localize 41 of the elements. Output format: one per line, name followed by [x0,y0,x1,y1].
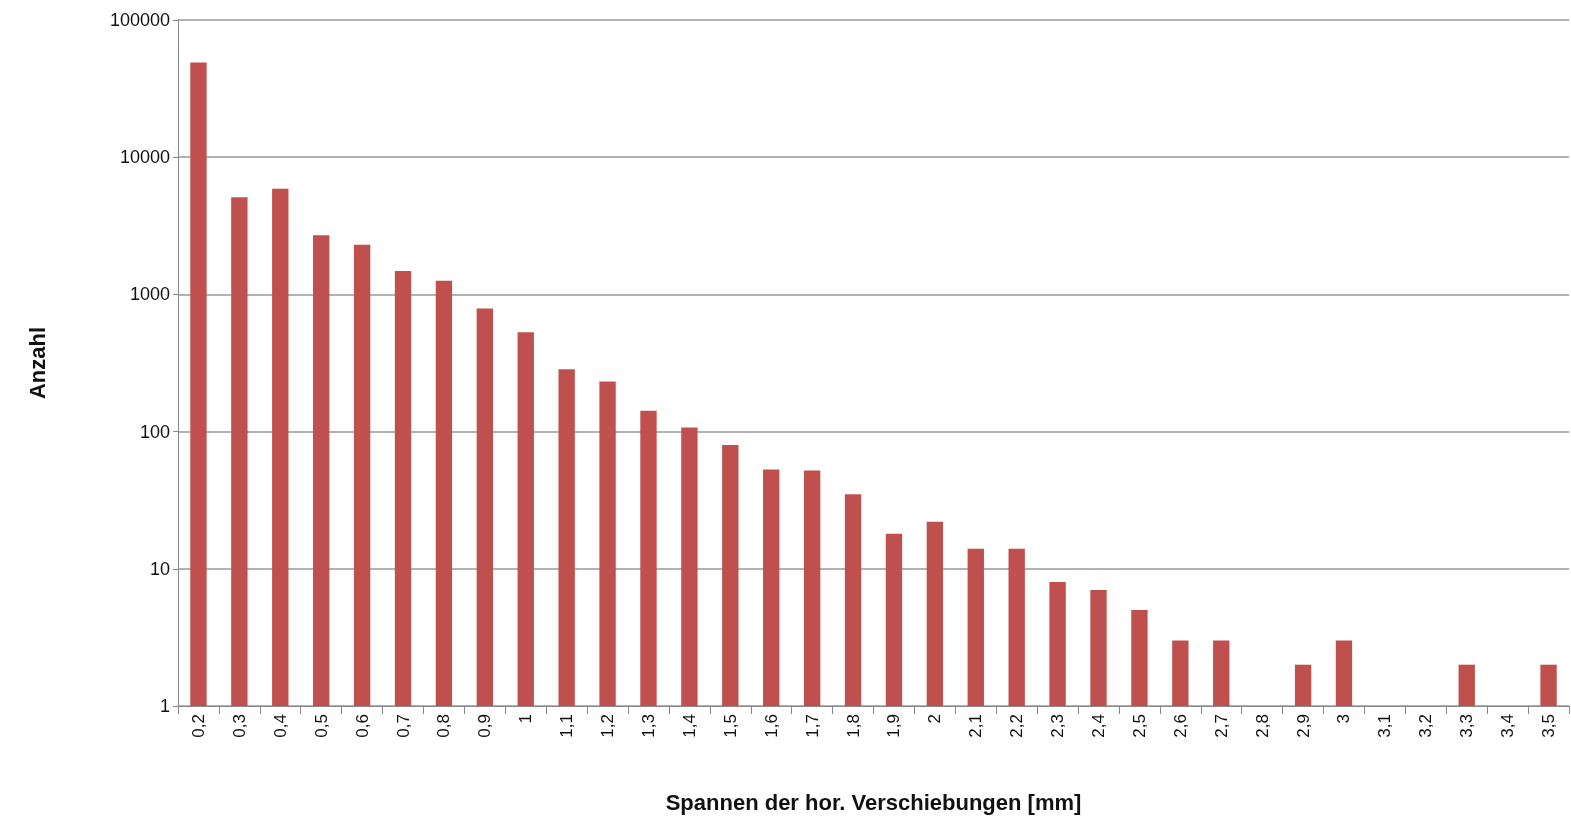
x-tick-label: 2 [925,714,945,724]
y-tick-label: 100000 [109,10,170,30]
x-tick-label: 2,2 [1007,714,1027,738]
y-tick-label: 10 [149,558,170,579]
x-tick-label: 0,4 [270,714,290,738]
x-tick-label: 1,2 [598,714,618,738]
x-tick-label: 1,4 [679,714,699,738]
x-tick-label: 0,2 [188,714,208,738]
x-tick-label: 3,4 [1498,714,1518,738]
x-tick-label: 2,7 [1211,714,1231,738]
y-tick-label: 100 [139,421,170,442]
x-tick-label: 0,8 [434,714,454,738]
x-tick-label: 2,4 [1089,714,1109,738]
x-tick-label: 3,3 [1457,714,1477,738]
x-tick-label: 1,7 [802,714,822,738]
y-axis-title: Anzahl [24,326,50,400]
x-tick-label: 3,1 [1375,714,1395,738]
x-tick-label: 0,3 [229,714,249,738]
x-tick-label: 2,6 [1170,714,1190,738]
x-tick-label: 2,3 [1048,714,1068,738]
x-tick-label: 3,5 [1539,714,1559,738]
x-tick-label: 3,2 [1416,714,1436,738]
x-tick-label: 1,1 [557,714,577,738]
x-tick-label: 0,5 [311,714,331,738]
x-tick-label: 2,1 [966,714,986,738]
x-tick-label: 1,9 [884,714,904,738]
x-tick-label: 2,8 [1252,714,1272,738]
x-tick-label: 1 [516,714,536,724]
x-tick-label: 0,9 [475,714,495,738]
x-tick-label: 3 [1334,714,1354,724]
x-axis-title: Spannen der hor. Verschiebungen [mm] [665,789,1082,815]
y-tick-label: 10000 [119,147,170,168]
y-tick-label: 1000 [129,284,170,305]
x-tick-label: 0,6 [352,714,372,738]
x-tick-label: 1,5 [720,714,740,738]
x-tick-label: 1,8 [843,714,863,738]
x-tick-label: 2,9 [1293,714,1313,738]
x-tick-label: 1,3 [638,714,658,738]
x-tick-label: 1,6 [761,714,781,738]
x-tick-label: 0,7 [393,714,413,738]
x-tick-label: 2,5 [1129,714,1149,738]
